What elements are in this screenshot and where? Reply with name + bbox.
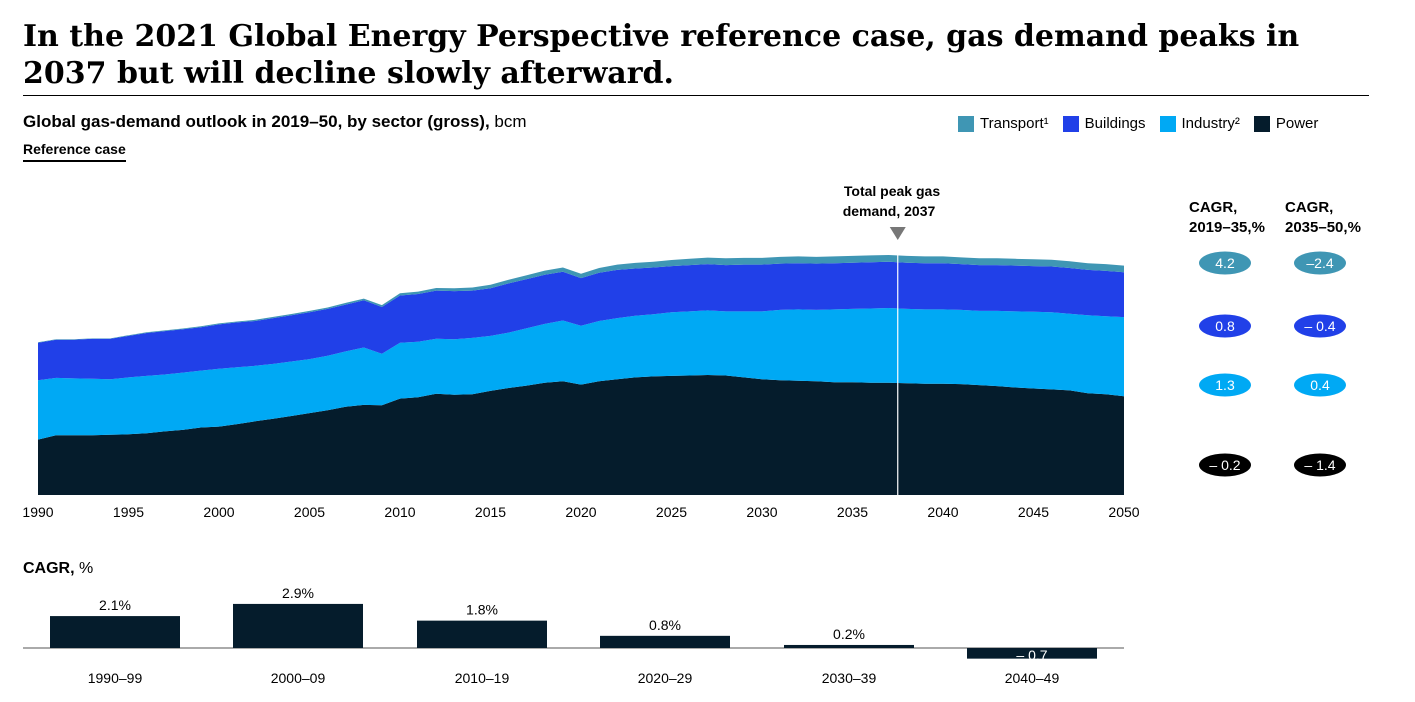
cagr-bar bbox=[50, 616, 180, 648]
cagr-oval-value: – 1.4 bbox=[1304, 457, 1335, 473]
chart-legend: Transport¹ Buildings Industry² Power bbox=[958, 115, 1318, 132]
cagr-bar-title-unit: % bbox=[74, 560, 94, 577]
cagr-bar-label: 0.8% bbox=[649, 617, 681, 633]
legend-swatch-transport bbox=[958, 115, 974, 132]
legend-swatch-buildings bbox=[1062, 115, 1079, 132]
cagr-oval-value: – 0.2 bbox=[1209, 457, 1240, 473]
cagr-oval bbox=[1294, 251, 1346, 275]
x-tick-label: 2045 bbox=[1018, 504, 1049, 520]
cagr-oval bbox=[1199, 314, 1251, 338]
x-tick-label: 2030 bbox=[746, 504, 777, 520]
page-title: In the 2021 Global Energy Perspective re… bbox=[23, 19, 1300, 91]
x-axis-ticks: 1990 1995 2000 2005 2010 2015 2020 2025 2030 2035… bbox=[22, 504, 1139, 520]
chart-subtitle-unit: bcm bbox=[489, 112, 527, 131]
legend-label-buildings: Buildings bbox=[1084, 115, 1146, 132]
cagr-bar-label: 2.1% bbox=[99, 597, 131, 613]
cagr-table: 4.2 –2.4 0.8 – 0.4 1.3 0.4 – 0.2 – 1.4 bbox=[1199, 251, 1346, 477]
area-series-industry bbox=[38, 308, 1124, 440]
x-tick-label: 2050 bbox=[1108, 504, 1139, 520]
cagr-bar-category: 1990–99 bbox=[88, 670, 143, 686]
cagr-bar-label: 2.9% bbox=[282, 585, 314, 601]
cagr-bar-category: 2020–29 bbox=[638, 670, 693, 686]
legend-label-industry: Industry² bbox=[1181, 115, 1240, 132]
cagr-oval bbox=[1294, 314, 1346, 338]
cagr-table-headers: CAGR, 2019–35,% CAGR, 2035–50,% bbox=[1189, 199, 1361, 236]
x-tick-label: 2015 bbox=[475, 504, 506, 520]
cagr-col1-header-line2: 2019–35,% bbox=[1189, 219, 1265, 236]
legend-item-power: Power bbox=[1253, 115, 1319, 132]
legend-item-buildings: Buildings bbox=[1062, 115, 1146, 132]
peak-annotation-line2: demand, 2037 bbox=[843, 203, 936, 219]
cagr-oval-value: – 0.4 bbox=[1304, 318, 1335, 334]
legend-label-transport: Transport¹ bbox=[980, 115, 1049, 132]
area-series-buildings bbox=[38, 261, 1124, 381]
area-chart bbox=[38, 255, 1124, 495]
cagr-bar-chart: 2.1% 1990–99 2.9% 2000–09 1.8% 2010–19 0.8% 202… bbox=[23, 585, 1124, 686]
cagr-col2-header-line2: 2035–50,% bbox=[1285, 219, 1361, 236]
cagr-oval-value: 1.3 bbox=[1215, 377, 1235, 393]
x-tick-label: 2040 bbox=[927, 504, 958, 520]
area-series-transport bbox=[38, 255, 1124, 343]
legend-label-power: Power bbox=[1275, 115, 1319, 132]
x-tick-label: 2010 bbox=[384, 504, 415, 520]
legend-item-industry: Industry² bbox=[1159, 115, 1240, 132]
cagr-bar bbox=[784, 644, 914, 648]
cagr-oval bbox=[1199, 373, 1251, 397]
reference-case-tab[interactable]: Reference case bbox=[23, 141, 126, 162]
x-tick-label: 1990 bbox=[22, 504, 53, 520]
peak-marker: Total peak gas demand, 2037 bbox=[843, 183, 940, 495]
cagr-bar bbox=[967, 648, 1097, 659]
cagr-bar bbox=[233, 603, 363, 648]
title-divider bbox=[23, 95, 1369, 96]
peak-triangle-icon bbox=[889, 227, 906, 240]
x-tick-label: 2005 bbox=[294, 504, 325, 520]
legend-swatch-industry bbox=[1159, 115, 1176, 132]
cagr-oval bbox=[1199, 251, 1251, 275]
cagr-col1-header-line1: CAGR, bbox=[1189, 199, 1237, 216]
cagr-oval-value: 0.4 bbox=[1310, 377, 1330, 393]
cagr-oval bbox=[1199, 453, 1251, 477]
legend-item-transport: Transport¹ bbox=[958, 115, 1049, 132]
chart-subtitle-bold: Global gas-demand outlook in 2019–50, by… bbox=[23, 112, 490, 131]
legend-swatch-power bbox=[1253, 115, 1270, 132]
cagr-bar bbox=[600, 635, 730, 648]
peak-annotation-line1: Total peak gas bbox=[844, 183, 940, 199]
cagr-bar-label: 1.8% bbox=[466, 602, 498, 618]
cagr-bar-title-bold: CAGR, bbox=[23, 560, 75, 577]
cagr-bar-label: – 0.7 bbox=[1016, 647, 1047, 663]
chart-subtitle: Global gas-demand outlook in 2019–50, by… bbox=[23, 112, 527, 132]
cagr-oval bbox=[1294, 453, 1346, 477]
cagr-oval-value: 0.8 bbox=[1215, 318, 1235, 334]
cagr-oval-value: –2.4 bbox=[1306, 255, 1333, 271]
x-tick-label: 2025 bbox=[656, 504, 687, 520]
cagr-bar bbox=[417, 620, 547, 648]
cagr-bar-category: 2000–09 bbox=[271, 670, 326, 686]
cagr-bar-title: CAGR, % bbox=[23, 560, 93, 578]
x-tick-label: 2000 bbox=[203, 504, 234, 520]
x-tick-label: 2020 bbox=[565, 504, 596, 520]
cagr-oval-value: 4.2 bbox=[1215, 255, 1235, 271]
x-tick-label: 2035 bbox=[837, 504, 868, 520]
cagr-bar-category: 2040–49 bbox=[1005, 670, 1060, 686]
cagr-bar-label: 0.2% bbox=[833, 626, 865, 642]
cagr-col2-header-line1: CAGR, bbox=[1285, 199, 1333, 216]
x-tick-label: 1995 bbox=[113, 504, 144, 520]
cagr-bar-category: 2030–39 bbox=[822, 670, 877, 686]
cagr-oval bbox=[1294, 373, 1346, 397]
cagr-bar-category: 2010–19 bbox=[455, 670, 510, 686]
area-series-power bbox=[38, 375, 1124, 495]
